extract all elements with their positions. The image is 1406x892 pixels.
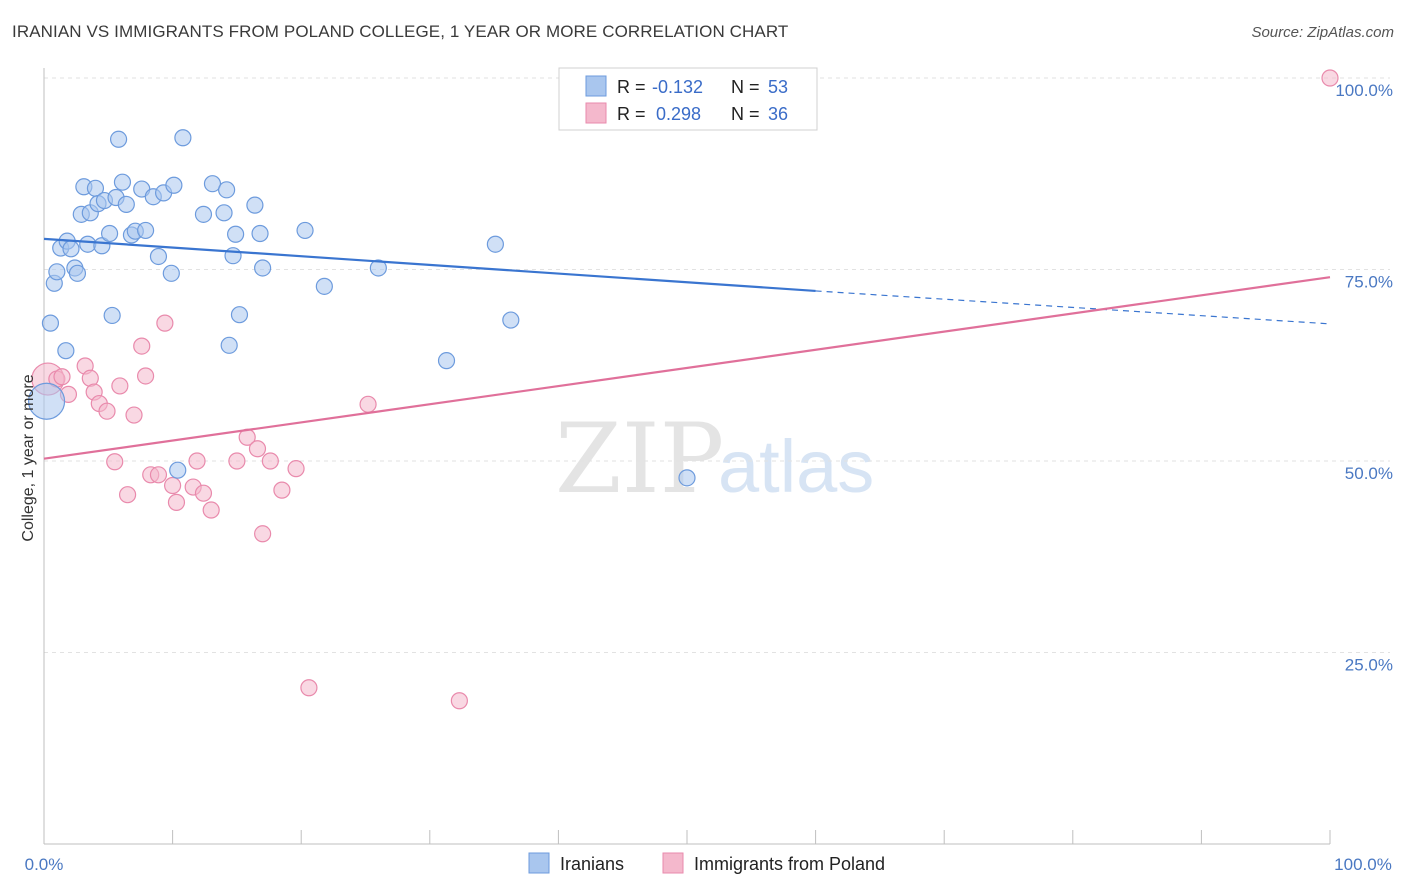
y-tick-label-75: 75.0% [1345,273,1393,292]
trend-lines [43,237,1331,460]
chart-title: IRANIAN VS IMMIGRANTS FROM POLAND COLLEG… [12,22,789,41]
legend-n-label-iranians: N = [731,77,760,97]
point-poland-10 [111,377,129,395]
point-iranians-38 [218,181,236,199]
legend-r-label-poland: R = [617,104,646,124]
point-poland-30 [287,460,305,478]
legend-swatch-poland [585,102,607,124]
point-poland-21 [188,452,206,470]
point-poland-24 [228,452,246,470]
y-tick-labels: 25.0% 50.0% 75.0% 100.0% [1335,81,1393,675]
point-iranians-31 [162,264,180,282]
point-poland-14 [136,367,155,385]
gridlines [44,77,1390,653]
point-iranians-51 [502,311,520,329]
point-iranians-35 [194,205,213,223]
point-poland-23 [202,501,220,519]
point-iranians-29 [149,247,168,266]
point-poland-26 [248,440,267,458]
legend-r-value-poland: 0.298 [656,104,701,124]
series-legend: Iranians Immigrants from Poland [528,852,885,874]
legend-r-value-iranians: -0.132 [652,77,703,97]
point-iranians-39 [220,336,238,354]
trend-line-iranians-extension [815,290,1331,325]
point-poland-18 [164,476,182,495]
point-poland-32 [359,395,377,413]
legend-swatch-iranians [585,75,607,97]
point-iranians-22 [113,173,132,191]
point-iranians-36 [203,175,222,193]
point-iranians-0 [27,382,66,420]
point-poland-8 [98,402,116,420]
point-poland-16 [149,466,168,484]
point-iranians-48 [369,259,387,277]
point-poland-19 [167,493,186,511]
stats-legend: R = -0.132 N = 53 R = 0.298 N = 36 [558,67,818,131]
point-iranians-5 [57,342,75,360]
series-legend-label-iranians: Iranians [560,854,624,874]
point-poland-12 [125,406,143,424]
point-iranians-45 [254,259,272,277]
point-iranians-18 [100,224,119,243]
legend-n-value-poland: 36 [768,104,788,124]
point-poland-29 [273,481,291,499]
point-poland-22 [194,484,213,502]
point-iranians-27 [136,221,155,240]
point-iranians-23 [117,195,135,213]
point-iranians-21 [109,130,128,148]
y-tick-label-100: 100.0% [1335,81,1393,100]
point-iranians-9 [68,264,87,282]
point-iranians-42 [230,306,249,324]
point-iranians-47 [315,277,333,295]
point-iranians-44 [251,224,269,243]
point-iranians-49 [437,352,456,370]
point-poland-27 [254,525,272,543]
point-iranians-7 [62,240,80,258]
point-iranians-33 [169,461,187,479]
point-poland-2 [53,368,71,386]
series-legend-swatch-poland [662,852,684,874]
point-iranians-52 [678,469,696,487]
point-iranians-1 [41,314,60,332]
y-tick-label-25: 25.0% [1345,656,1393,675]
point-poland-31 [300,679,318,697]
point-iranians-34 [174,129,192,147]
series-iranians-points [27,69,697,487]
trend-line-poland [43,276,1331,460]
point-poland-34 [1321,69,1339,87]
point-iranians-46 [296,221,314,240]
legend-n-value-iranians: 53 [768,77,788,97]
watermark-atlas: atlas [718,425,874,508]
point-iranians-40 [224,247,242,265]
point-iranians-43 [246,196,264,214]
point-iranians-32 [165,176,183,194]
point-poland-9 [106,453,124,471]
point-iranians-12 [79,235,97,253]
point-poland-17 [156,314,174,332]
trend-line-iranians [43,237,816,293]
series-legend-swatch-iranians [528,852,550,874]
point-poland-11 [118,486,137,504]
point-iranians-41 [227,225,245,243]
x-tick-marks [172,830,1331,844]
legend-r-label-iranians: R = [617,77,646,97]
point-poland-13 [133,337,151,355]
x-tick-label-max: 100.0% [1334,855,1392,874]
y-axis-title: College, 1 year or more [20,374,37,541]
point-poland-33 [450,692,468,710]
point-iranians-37 [215,204,233,222]
watermark: ZIP atlas [555,403,874,515]
point-poland-28 [261,452,279,470]
y-tick-label-50: 50.0% [1345,464,1393,483]
series-legend-label-poland: Immigrants from Poland [694,854,885,874]
watermark-zip: ZIP [555,403,724,515]
x-tick-label-min: 0.0% [25,855,64,874]
point-iranians-19 [103,306,121,325]
legend-n-label-poland: N = [731,104,760,124]
point-iranians-3 [48,263,66,281]
point-iranians-50 [486,235,504,253]
source-label: Source: ZipAtlas.com [1251,24,1394,41]
series-poland-points [31,69,1339,710]
